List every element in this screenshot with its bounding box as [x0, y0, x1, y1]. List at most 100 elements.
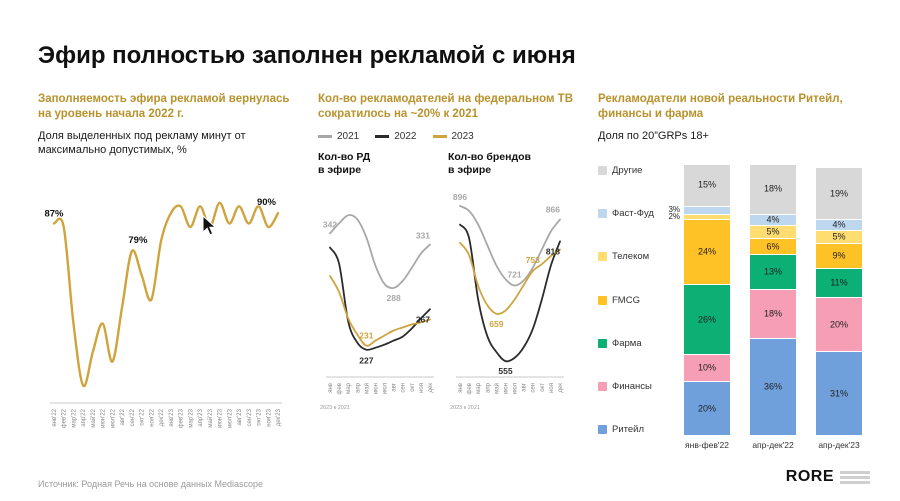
stacked-bar: 18% 4% 5% 6% 13% 18% 36%: [750, 165, 796, 436]
legend-line-swatch: [318, 135, 332, 138]
segment-value-label: 10%: [697, 362, 716, 373]
bar-column: 15% 3% 2% 24% 26% 10% 20% янв-фев'22: [668, 165, 730, 450]
segment-value-label: 20%: [697, 403, 716, 414]
legend-item-Фаст-Фуд: Фаст-Фуд: [598, 208, 678, 219]
x-tick-label: сен'22: [130, 409, 136, 427]
x-tick-label: фев: [337, 383, 343, 394]
segment-value-label: 9%: [832, 250, 846, 261]
x-tick-label: авг: [522, 382, 528, 392]
x-tick-label: ноя'22: [149, 409, 155, 427]
year-legend-item: 2021: [318, 131, 359, 142]
year-legend: 2021 2022 2023: [318, 131, 580, 142]
year-legend-item: 2023: [432, 131, 474, 142]
x-tick-label: июн'22: [101, 409, 107, 429]
line-series-2022: [459, 223, 561, 363]
legend-label: Телеком: [612, 251, 650, 263]
x-tick-label: окт: [410, 383, 416, 392]
value-label: 267: [416, 314, 430, 324]
segment-value-label: 5%: [766, 226, 780, 237]
x-tick-label: июн'23: [218, 409, 224, 429]
x-tick-label: апр: [485, 382, 491, 393]
x-tick-label: авг'22: [120, 409, 126, 426]
value-label: 659: [489, 319, 503, 329]
x-tick-label: фев'22: [62, 409, 68, 429]
line-series-2023: [459, 242, 561, 316]
bar-segment: 13%: [750, 254, 796, 290]
x-tick-label: авг'23: [237, 409, 243, 426]
year-legend-item: 2022: [375, 130, 417, 142]
bar-segment: 4%: [816, 219, 862, 230]
x-tick-label: май: [363, 383, 370, 394]
x-tick-label: мар'23: [188, 409, 194, 428]
legend-year-label: 2022: [394, 130, 417, 142]
segment-value-label: 15%: [697, 179, 716, 190]
x-tick-label: апр'23: [198, 409, 204, 427]
bar-segment: 26%: [684, 283, 730, 355]
x-tick-label: дек'23: [276, 409, 282, 427]
value-label: 342: [323, 220, 337, 230]
x-tick-label: сен: [401, 383, 407, 393]
x-tick-label: дек: [428, 383, 434, 393]
x-tick-label: июл'22: [110, 409, 116, 429]
legend-line-swatch: [432, 135, 447, 138]
segment-value-label: 31%: [829, 388, 848, 399]
segment-value-label: 5%: [832, 231, 846, 242]
x-tick-label: фев: [467, 383, 473, 394]
bar-segment: 3%: [668, 205, 730, 214]
legend-swatch: [598, 425, 607, 435]
x-tick-label: дек: [558, 383, 564, 393]
advertisers-chart: янв фев мар апр май июн июл авг сен окт ноя дек 342 2…: [320, 214, 434, 411]
legend-label: Финансы: [612, 380, 652, 392]
bar-segment: 18%: [750, 289, 796, 338]
value-label: 818: [546, 247, 560, 257]
bar-segment: 20%: [684, 381, 730, 436]
x-tick-label: май'23: [207, 409, 214, 428]
bar-segment: 18%: [750, 165, 796, 214]
brands-chart-title-line2: в эфире: [448, 164, 492, 176]
bar-segment: 36%: [750, 337, 796, 436]
x-tick-label: янв'23: [169, 409, 175, 427]
x-tick-label: дек'22: [159, 409, 165, 427]
panel-categories: Рекламодатели новой реальности Ритейл, ф…: [598, 92, 884, 450]
advertisers-chart-title: Кол-во РД в эфире: [318, 151, 440, 177]
bar-column: 19% 4% 5% 9% 11% 20% 31% апр-дек'23: [816, 167, 862, 451]
panel3-title: Рекламодатели новой реальности Ритейл, ф…: [598, 93, 843, 120]
x-tick-label: мар: [346, 382, 352, 393]
x-tick-label: сен'23: [247, 409, 253, 427]
x-tick-label: мар: [476, 382, 482, 393]
x-tick-label: июл: [383, 383, 389, 395]
segment-value-label: 4%: [766, 214, 780, 225]
source-note: Источник: Родная Речь на основе данных M…: [38, 479, 263, 489]
stacked-bar: 15% 3% 2% 24% 26% 10% 20%: [668, 165, 730, 436]
x-tick-label: май: [493, 383, 500, 394]
legend-label: FMCG: [612, 294, 640, 306]
line-series-2021: [329, 214, 431, 290]
bar-category-label: апр-дек'22: [752, 440, 794, 451]
legend-item-Телеком: Телеком: [598, 251, 678, 262]
panel1-title: Заполняемость эфира рекламой вернулась н…: [38, 93, 290, 120]
segment-value-label: 24%: [697, 246, 716, 257]
legend-swatch: [598, 381, 607, 391]
x-tick-label: фев'23: [179, 409, 185, 429]
legend-year-label: 2021: [337, 130, 360, 142]
legend-label: Фарма: [612, 337, 642, 349]
x-tick-label: окт'23: [257, 409, 263, 426]
value-label: 896: [453, 192, 467, 202]
bar-segment: 31%: [816, 351, 862, 436]
chart-note: 2023 к 2021: [450, 405, 480, 411]
segment-value-label: 36%: [763, 381, 782, 392]
legend-swatch: [598, 209, 607, 219]
value-label: 721: [507, 270, 521, 280]
value-label: 753: [526, 255, 540, 265]
line-series-Доля рекламных минут: [52, 202, 280, 388]
x-tick-label: мар'22: [71, 409, 77, 428]
legend-item-Фарма: Фарма: [598, 338, 678, 349]
panel3-subtitle: Доля по 20”GRPs 18+: [598, 129, 709, 142]
x-tick-label: авг: [392, 382, 398, 392]
bar-segment: 9%: [816, 243, 862, 268]
bar-category-label: апр-дек'23: [818, 440, 860, 451]
segment-value-label: 20%: [829, 319, 848, 330]
panel1-subtitle: Доля выделенных под рекламу минут от мак…: [38, 129, 246, 157]
legend-label: Другие: [612, 165, 643, 177]
